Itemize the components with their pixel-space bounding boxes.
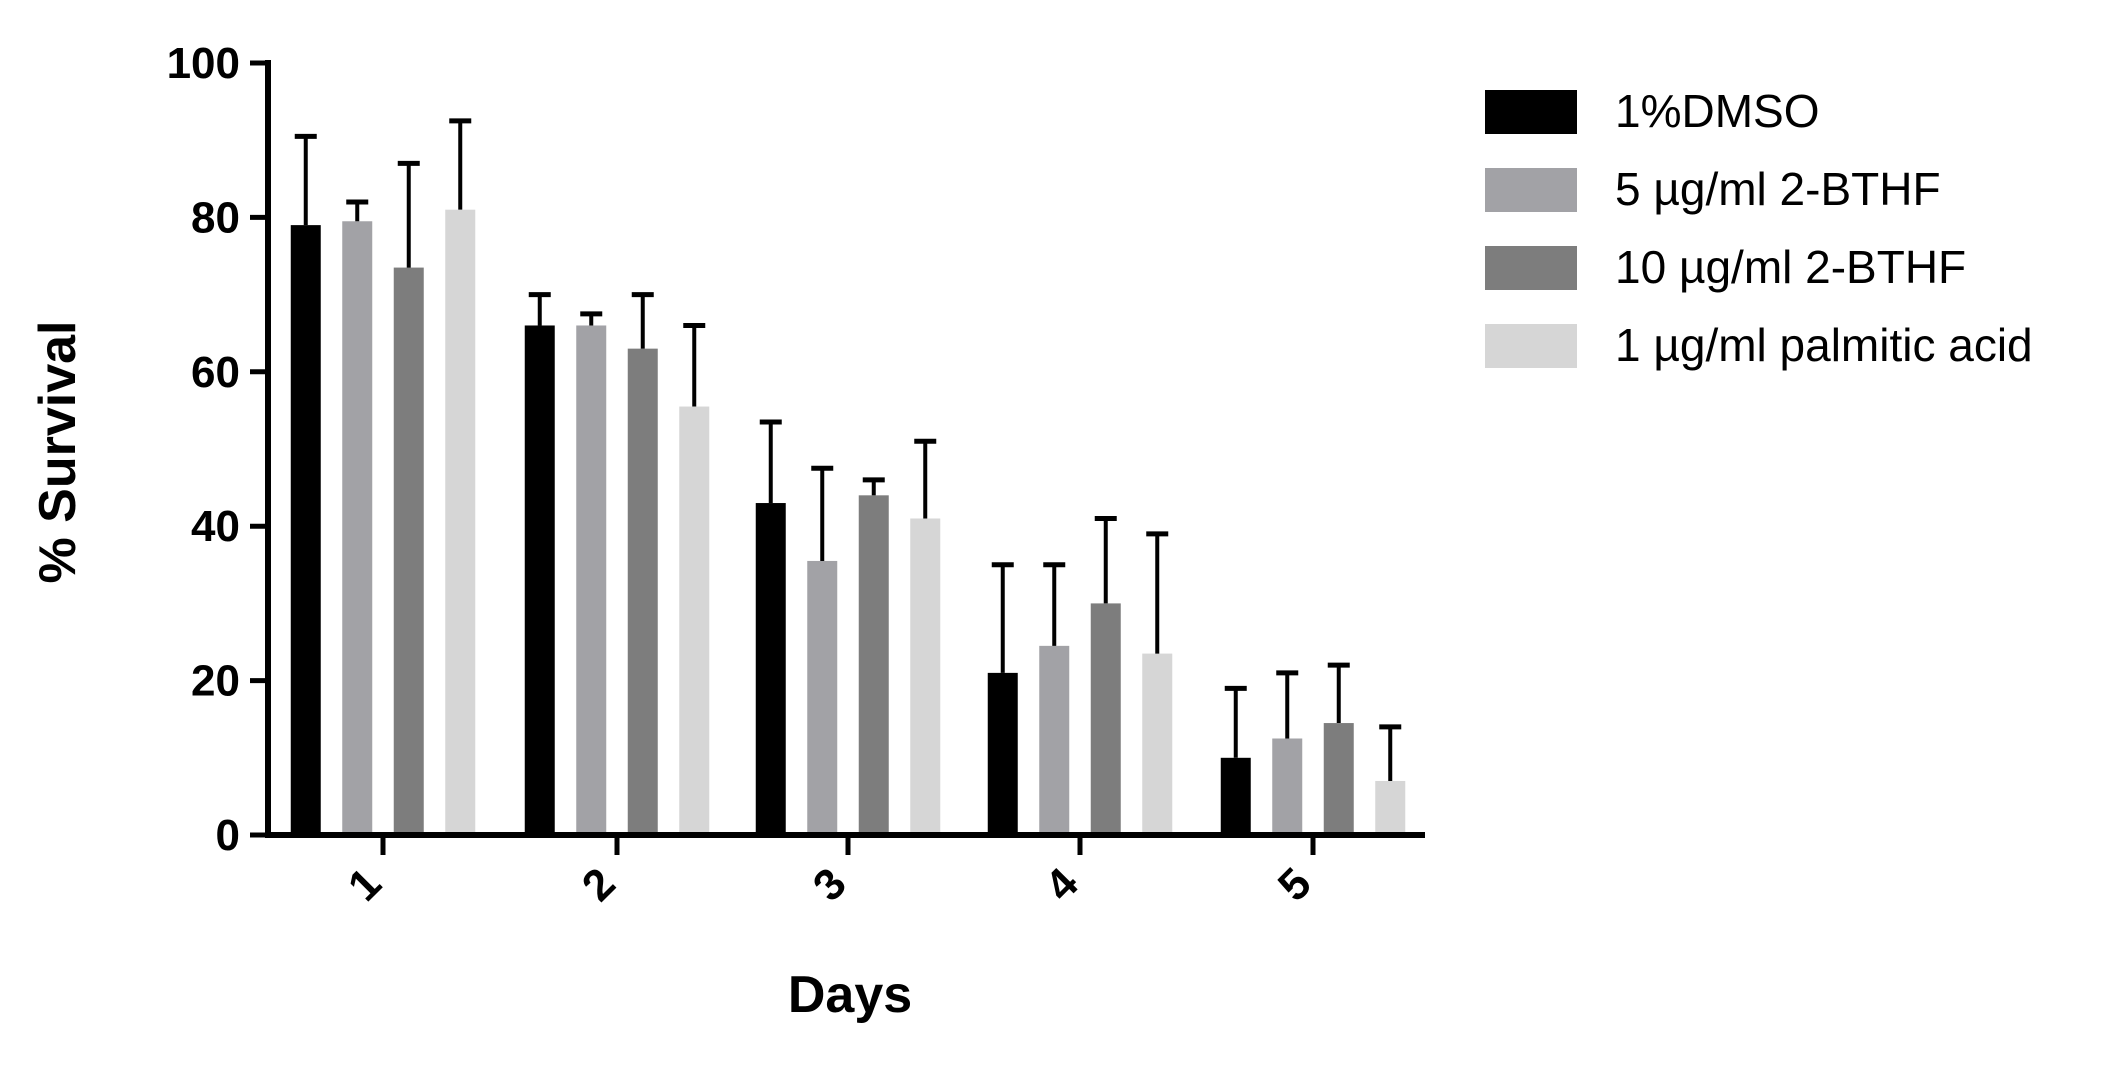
y-tick-label-40: 40 <box>191 502 240 551</box>
bar-day-5-series-1 <box>1220 757 1251 835</box>
legend-swatch-series-4 <box>1485 324 1577 368</box>
bar-day-1-series-2 <box>342 221 373 835</box>
legend-swatch-series-2 <box>1485 168 1577 212</box>
bar-day-3-series-4 <box>910 518 941 835</box>
legend-label-series-1: 1%DMSO <box>1615 85 1819 137</box>
legend: 1%DMSO 5 µg/ml 2-BTHF 10 µg/ml 2-BTHF 1 µg/… <box>1485 85 2033 371</box>
y-tick-label-60: 60 <box>191 348 240 397</box>
bar-day-2-series-2 <box>576 325 607 835</box>
bar-day-4-series-3 <box>1090 603 1121 835</box>
x-tick-label-4: 4 <box>1036 858 1088 910</box>
x-axis-title: Days <box>788 966 912 1024</box>
legend-label-series-3: 10 µg/ml 2-BTHF <box>1615 241 1966 293</box>
bar-day-1-series-3 <box>393 267 424 836</box>
legend-label-series-2: 5 µg/ml 2-BTHF <box>1615 163 1941 215</box>
error-bars-group <box>294 118 1402 781</box>
x-tick-label-1: 1 <box>339 859 391 911</box>
bar-day-2-series-4 <box>679 406 710 835</box>
legend-label-series-4: 1 µg/ml palmitic acid <box>1615 319 2033 371</box>
bar-day-3-series-3 <box>858 495 889 835</box>
bar-day-2-series-3 <box>627 348 658 835</box>
bar-day-3-series-2 <box>807 560 838 835</box>
bar-day-4-series-2 <box>1039 645 1070 835</box>
bar-day-5-series-4 <box>1375 780 1406 835</box>
x-tick-label-3: 3 <box>804 859 856 911</box>
legend-swatch-series-3 <box>1485 246 1577 290</box>
y-tick-label-0: 0 <box>216 811 240 860</box>
bar-day-4-series-1 <box>987 672 1018 835</box>
bar-day-3-series-1 <box>755 503 786 835</box>
bar-day-5-series-3 <box>1323 723 1354 835</box>
x-tick-label-2: 2 <box>573 859 625 911</box>
y-axis-title: % Survival <box>29 320 87 583</box>
y-tick-label-20: 20 <box>191 657 240 706</box>
legend-swatch-series-1 <box>1485 90 1577 134</box>
bar-day-2-series-1 <box>524 325 555 835</box>
axes-group: 0 20 40 60 80 100 1 2 3 4 5 <box>167 39 1425 911</box>
y-tick-label-80: 80 <box>191 193 240 242</box>
bar-day-1-series-4 <box>445 209 476 835</box>
bars-group <box>290 209 1406 836</box>
bar-day-5-series-2 <box>1272 738 1303 835</box>
y-tick-label-100: 100 <box>167 39 240 88</box>
bar-day-4-series-4 <box>1142 653 1173 835</box>
bar-day-1-series-1 <box>290 225 321 835</box>
x-tick-label-5: 5 <box>1269 859 1321 911</box>
